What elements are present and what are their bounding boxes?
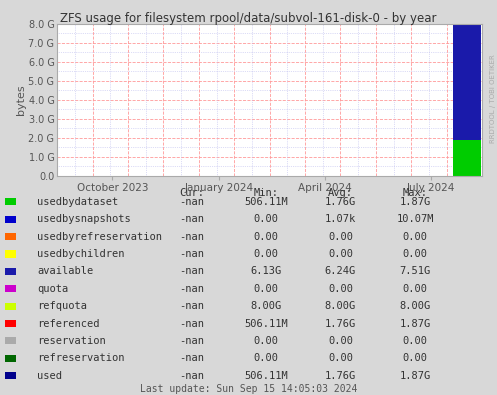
Text: 1.87G: 1.87G: [400, 318, 430, 329]
Text: -nan: -nan: [179, 301, 204, 311]
Text: 0.00: 0.00: [253, 214, 278, 224]
Text: -nan: -nan: [179, 266, 204, 276]
Text: 0.00: 0.00: [253, 231, 278, 242]
Text: Min:: Min:: [253, 188, 278, 198]
Text: 0.00: 0.00: [328, 231, 353, 242]
Y-axis label: bytes: bytes: [15, 85, 26, 115]
Text: 1.76G: 1.76G: [325, 318, 356, 329]
Text: -nan: -nan: [179, 318, 204, 329]
Text: 0.00: 0.00: [403, 284, 427, 294]
Bar: [453, 24, 481, 140]
Text: 0.00: 0.00: [253, 284, 278, 294]
Text: reservation: reservation: [37, 336, 106, 346]
Text: 1.76G: 1.76G: [325, 197, 356, 207]
Text: 506.11M: 506.11M: [244, 318, 288, 329]
Text: 0.00: 0.00: [253, 249, 278, 259]
Text: -nan: -nan: [179, 284, 204, 294]
Text: usedbychildren: usedbychildren: [37, 249, 125, 259]
Text: 1.87G: 1.87G: [400, 371, 430, 381]
Text: 506.11M: 506.11M: [244, 371, 288, 381]
Text: 1.87G: 1.87G: [400, 197, 430, 207]
Text: refquota: refquota: [37, 301, 87, 311]
Text: 506.11M: 506.11M: [244, 197, 288, 207]
Text: 0.00: 0.00: [328, 353, 353, 363]
Bar: [453, 140, 481, 176]
Text: 0.00: 0.00: [403, 336, 427, 346]
Text: available: available: [37, 266, 93, 276]
Text: 7.51G: 7.51G: [400, 266, 430, 276]
Text: quota: quota: [37, 284, 69, 294]
Text: 6.24G: 6.24G: [325, 266, 356, 276]
Text: 0.00: 0.00: [403, 249, 427, 259]
Text: usedbyrefreservation: usedbyrefreservation: [37, 231, 163, 242]
Text: 0.00: 0.00: [328, 249, 353, 259]
Text: Cur:: Cur:: [179, 188, 204, 198]
Text: 0.00: 0.00: [328, 336, 353, 346]
Text: 8.00G: 8.00G: [250, 301, 281, 311]
Text: -nan: -nan: [179, 353, 204, 363]
Text: Last update: Sun Sep 15 14:05:03 2024: Last update: Sun Sep 15 14:05:03 2024: [140, 384, 357, 395]
Text: 8.00G: 8.00G: [400, 301, 430, 311]
Text: 1.07k: 1.07k: [325, 214, 356, 224]
Text: Avg:: Avg:: [328, 188, 353, 198]
Text: 1.76G: 1.76G: [325, 371, 356, 381]
Text: 0.00: 0.00: [253, 353, 278, 363]
Text: 10.07M: 10.07M: [396, 214, 434, 224]
Text: 6.13G: 6.13G: [250, 266, 281, 276]
Text: -nan: -nan: [179, 197, 204, 207]
Text: refreservation: refreservation: [37, 353, 125, 363]
Text: 0.00: 0.00: [253, 336, 278, 346]
Text: 8.00G: 8.00G: [325, 301, 356, 311]
Text: -nan: -nan: [179, 371, 204, 381]
Text: -nan: -nan: [179, 249, 204, 259]
Text: usedbysnapshots: usedbysnapshots: [37, 214, 131, 224]
Text: ZFS usage for filesystem rpool/data/subvol-161-disk-0 - by year: ZFS usage for filesystem rpool/data/subv…: [60, 12, 437, 25]
Text: -nan: -nan: [179, 336, 204, 346]
Text: -nan: -nan: [179, 214, 204, 224]
Text: used: used: [37, 371, 62, 381]
Text: -nan: -nan: [179, 231, 204, 242]
Text: RRDTOOL / TOBI OETIKER: RRDTOOL / TOBI OETIKER: [490, 55, 496, 143]
Text: Max:: Max:: [403, 188, 427, 198]
Text: 0.00: 0.00: [403, 231, 427, 242]
Text: referenced: referenced: [37, 318, 100, 329]
Text: usedbydataset: usedbydataset: [37, 197, 118, 207]
Text: 0.00: 0.00: [403, 353, 427, 363]
Text: 0.00: 0.00: [328, 284, 353, 294]
